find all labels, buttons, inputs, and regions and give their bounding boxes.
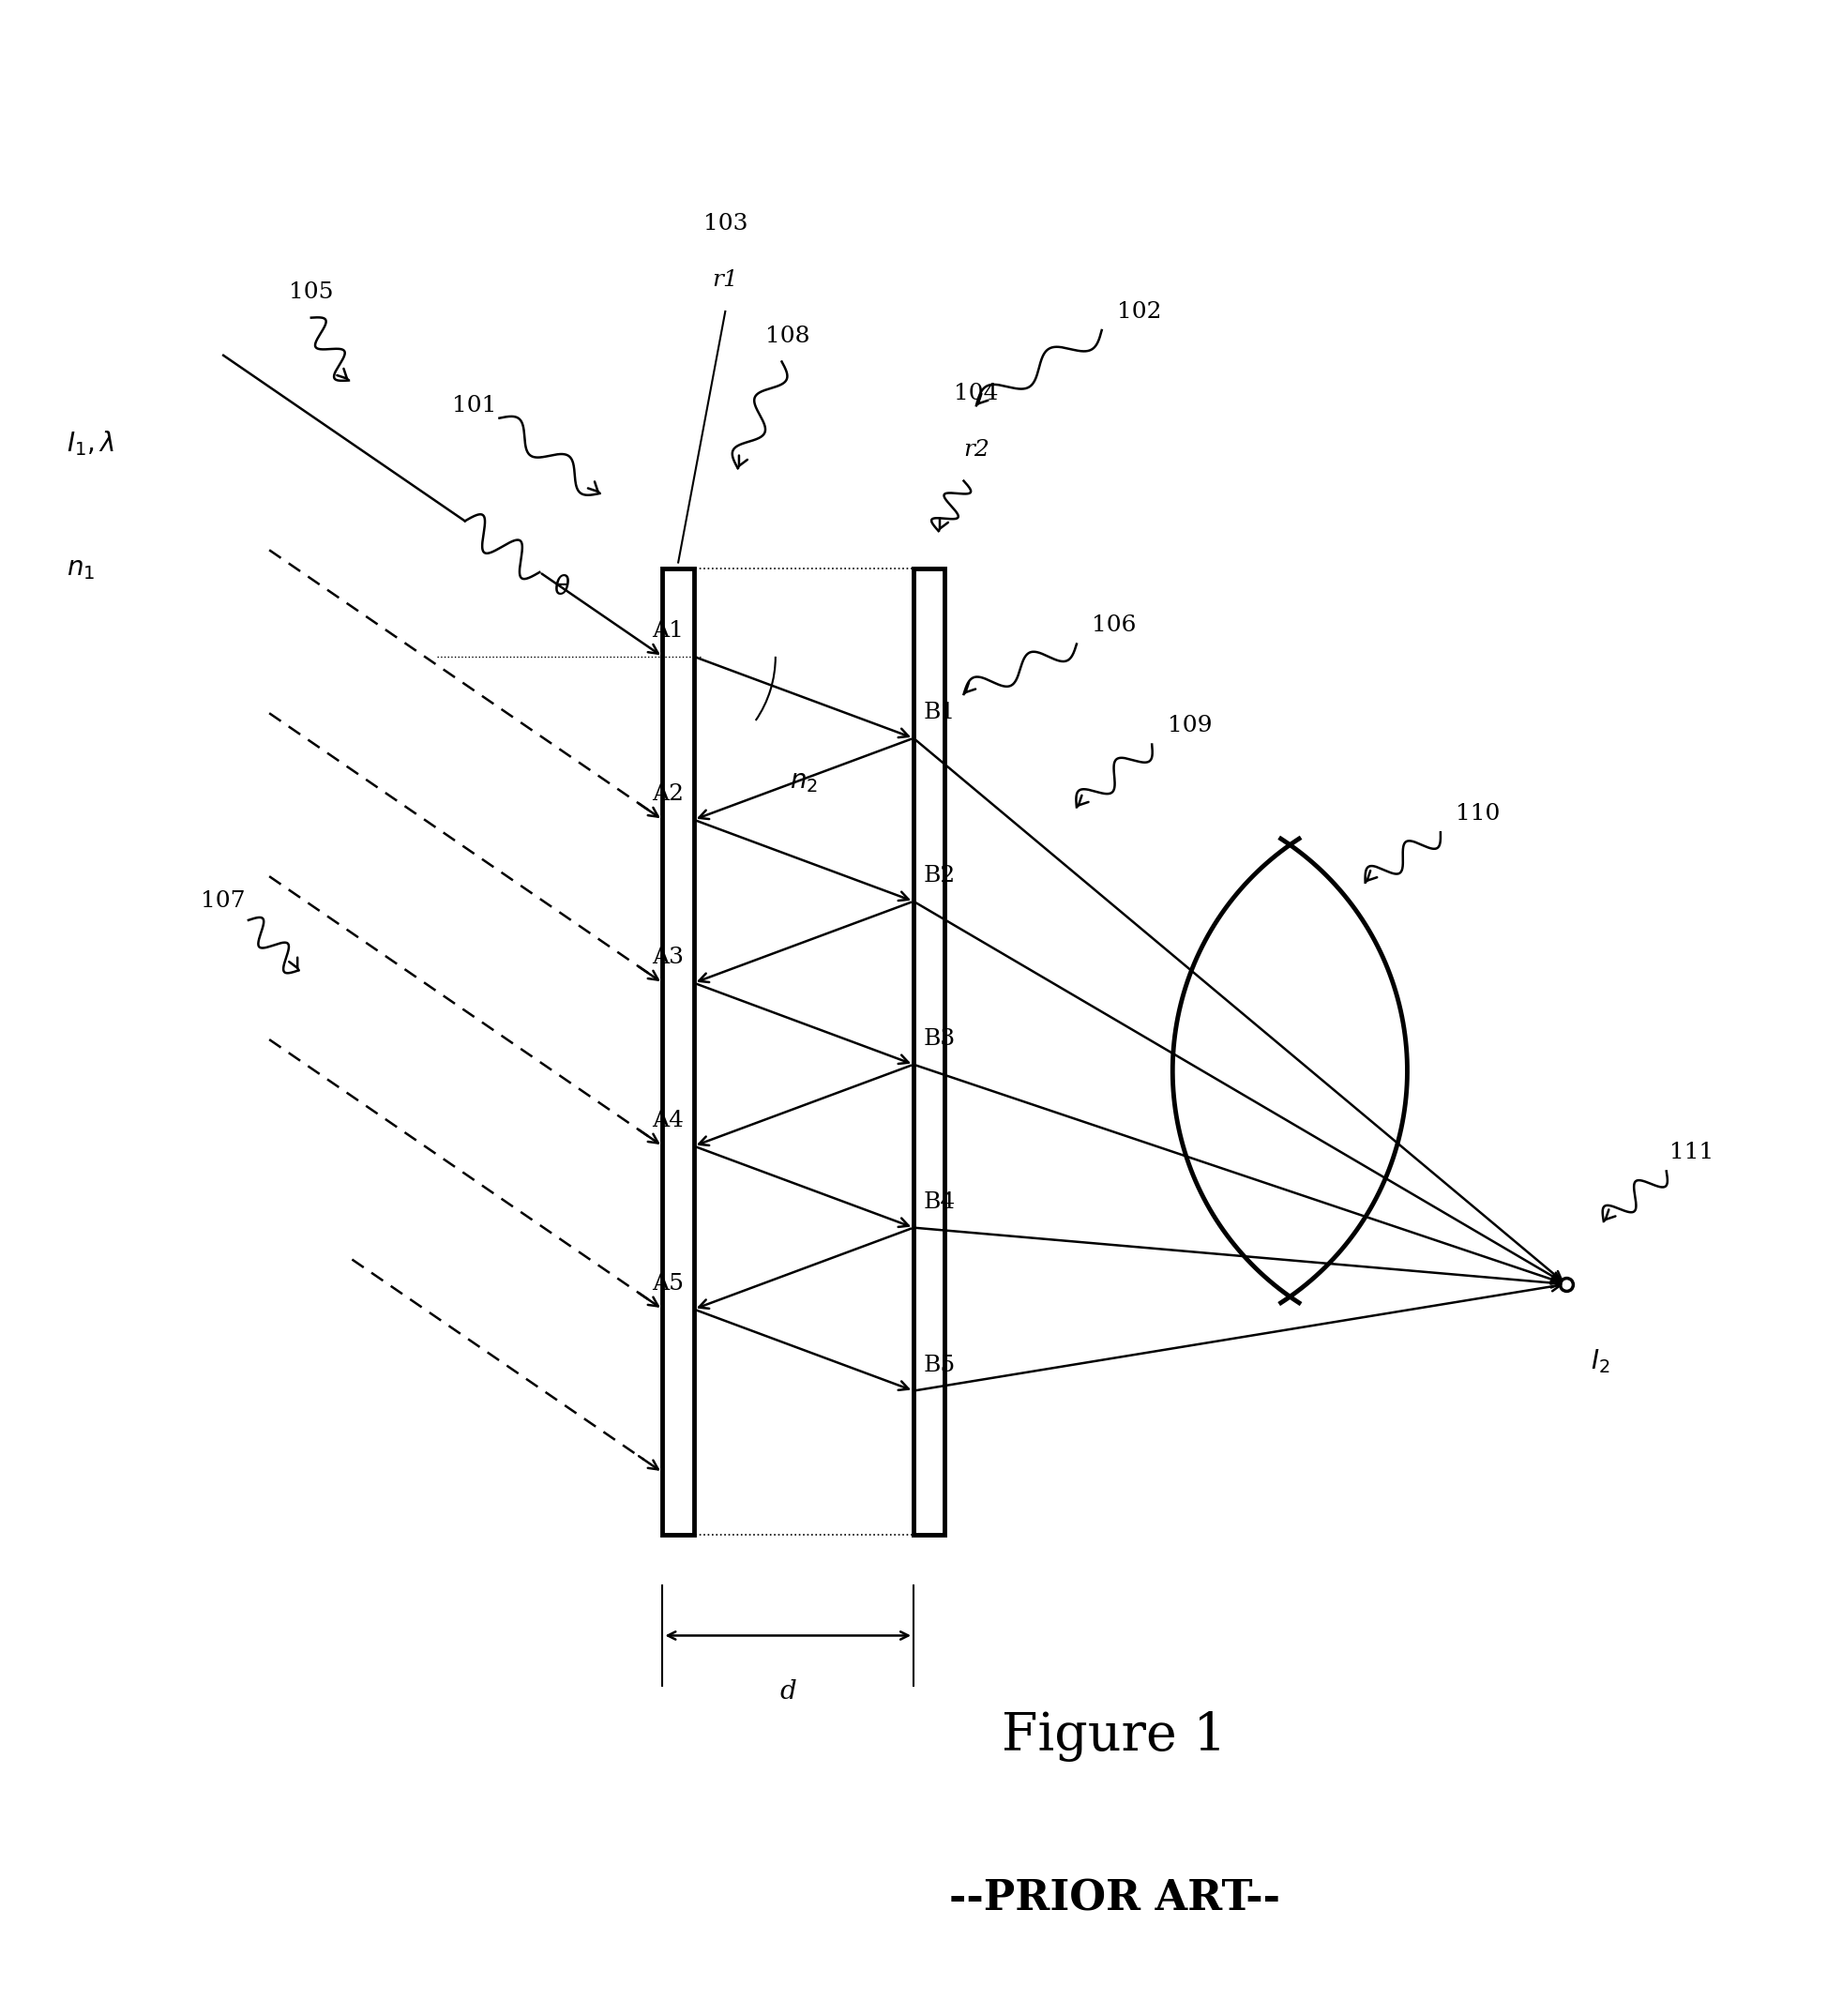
Text: B3: B3 — [923, 1028, 956, 1050]
Text: $n_1$: $n_1$ — [66, 556, 95, 581]
Text: B1: B1 — [923, 702, 956, 724]
Text: 107: 107 — [201, 891, 245, 913]
Text: $\theta$: $\theta$ — [554, 575, 570, 601]
Bar — [663, 569, 694, 1534]
Text: 109: 109 — [1167, 716, 1211, 736]
Text: 104: 104 — [954, 383, 999, 403]
Text: B5: B5 — [923, 1355, 956, 1375]
Text: 108: 108 — [766, 327, 811, 347]
Text: A3: A3 — [652, 946, 683, 968]
Text: --PRIOR ART--: --PRIOR ART-- — [948, 1879, 1279, 1919]
Text: A4: A4 — [652, 1109, 683, 1131]
Text: 105: 105 — [289, 282, 334, 302]
Text: $I_2$: $I_2$ — [1591, 1347, 1610, 1375]
Text: A1: A1 — [652, 621, 683, 641]
Text: B2: B2 — [923, 865, 956, 887]
Bar — [914, 569, 945, 1534]
Text: d: d — [780, 1679, 797, 1706]
Text: 102: 102 — [1116, 300, 1162, 323]
Text: A2: A2 — [652, 782, 683, 804]
Text: 110: 110 — [1456, 802, 1500, 825]
Text: 101: 101 — [451, 395, 497, 417]
Text: $I_1, \lambda$: $I_1, \lambda$ — [66, 429, 115, 458]
Text: Figure 1: Figure 1 — [1001, 1710, 1226, 1762]
Text: $n_2$: $n_2$ — [789, 770, 818, 794]
Text: r1: r1 — [713, 270, 738, 290]
Text: r2: r2 — [963, 439, 988, 460]
Text: 111: 111 — [1670, 1141, 1714, 1163]
Text: A5: A5 — [652, 1272, 683, 1294]
Text: 103: 103 — [703, 214, 747, 234]
Text: 106: 106 — [1093, 615, 1136, 637]
Text: B4: B4 — [923, 1191, 956, 1212]
